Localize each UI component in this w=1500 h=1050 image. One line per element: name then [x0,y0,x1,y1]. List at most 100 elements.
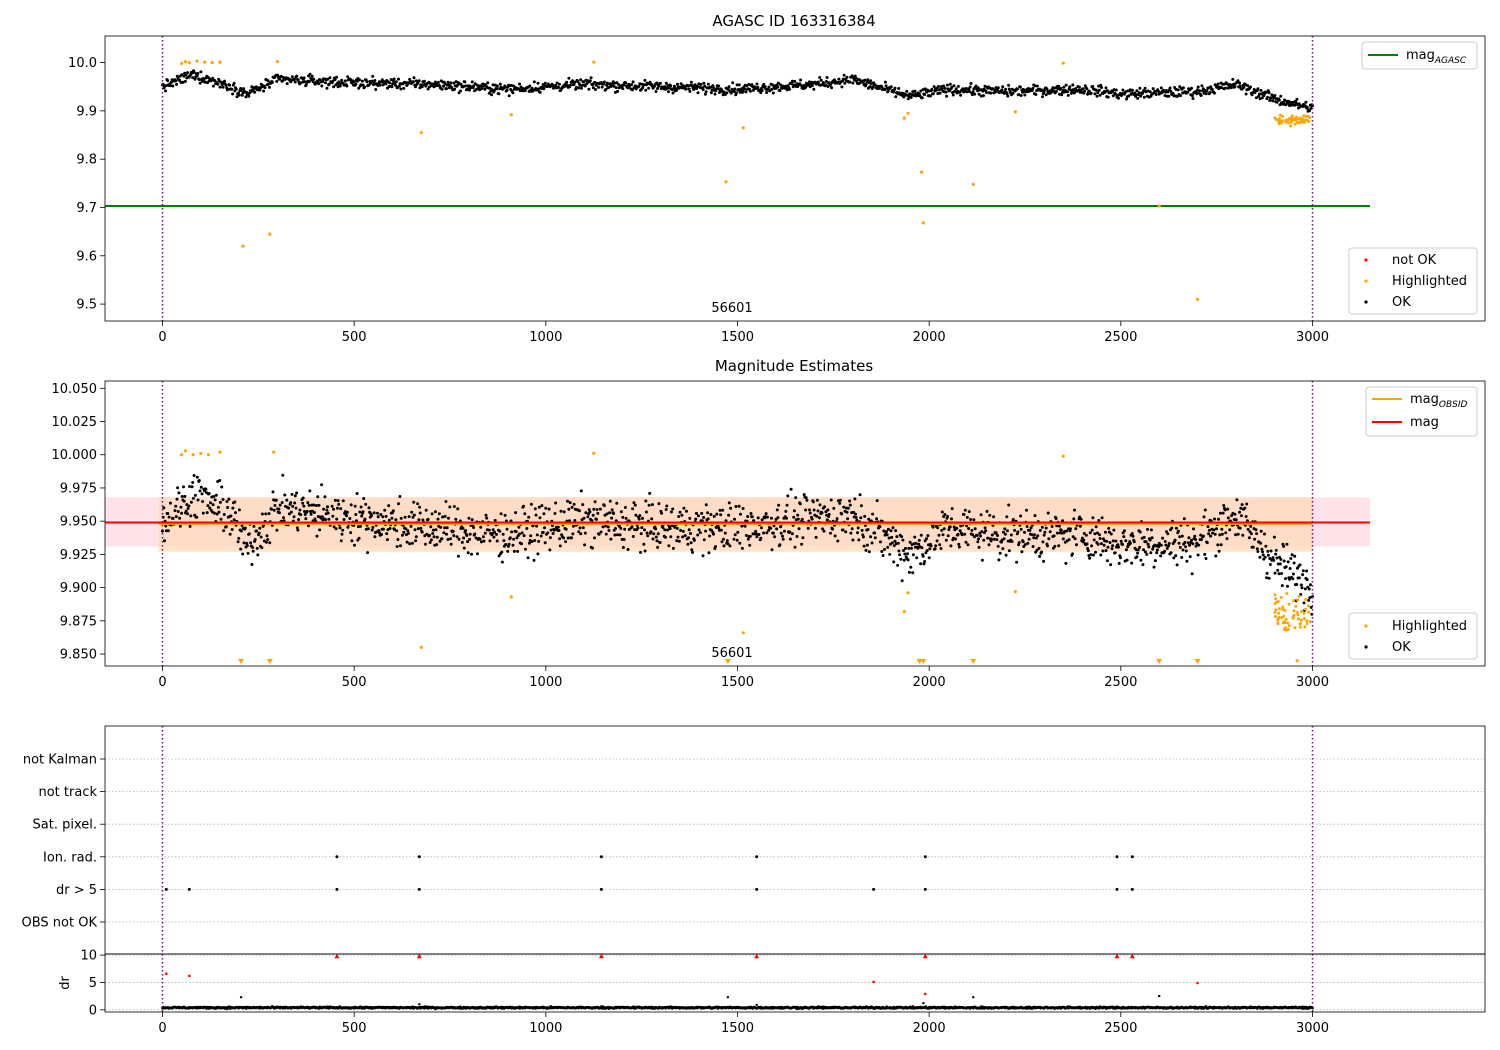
ok-point [621,515,625,519]
ok-point [366,551,370,555]
ok-point [1206,525,1210,529]
ok-point [590,519,594,523]
highlighted-point [724,180,728,184]
ok-point [1185,559,1189,563]
ok-point [681,529,685,533]
ok-point [1181,548,1185,552]
ok-point [1300,586,1304,590]
flag-point [335,855,339,859]
ok-point [699,82,703,86]
ok-point [301,501,305,505]
ok-point [595,508,599,511]
ok-point [1033,514,1037,518]
ok-point [886,527,890,531]
ok-point [1272,96,1276,100]
highlighted-point [741,631,745,635]
ok-point [278,503,282,507]
ok-point [977,537,980,541]
ok-point [757,533,761,536]
ok-point [295,491,299,495]
ok-point [235,95,239,99]
ok-point [589,76,593,80]
highlighted-point [919,170,924,174]
ok-point [1106,545,1110,549]
ok-point [1305,105,1309,109]
ok-point [976,540,980,544]
ok-point [1000,88,1004,92]
ok-point [823,505,827,509]
ok-point [1268,563,1272,566]
ok-point [559,509,563,513]
ok-point [1139,94,1143,98]
ok-point [716,524,720,528]
ok-point [638,514,642,518]
out-of-range-marker [970,659,977,664]
ok-point [880,550,884,553]
ok-point [202,77,206,81]
ok-point [298,508,302,512]
ok-point [588,510,592,514]
ok-point [1244,515,1248,518]
ok-point [435,535,439,539]
ok-point [216,82,220,86]
ok-point [883,80,887,84]
ok-point [621,546,625,549]
ok-point [493,518,497,522]
ok-point [279,74,283,78]
ok-point [654,535,658,539]
ok-point [814,535,818,539]
ok-point [951,93,955,97]
ok-point [778,543,782,547]
ok-point [1246,84,1250,88]
ok-point [607,529,611,532]
ok-point [166,79,170,83]
ok-point [201,511,205,515]
ok-point [781,537,785,541]
ok-point [1261,553,1265,557]
ok-point [675,88,679,92]
ok-point [835,517,839,521]
ok-point [733,533,737,537]
ok-point [353,504,357,508]
ok-point [424,508,428,512]
ok-point [859,516,863,520]
highlighted-point [509,595,513,599]
ok-point [583,543,587,547]
ok-point [970,93,974,97]
ok-point [675,539,679,543]
ok-point [226,87,230,91]
agasc-panel: AGASC ID 163316384 0 500 1000 1500 2000 2500 3… [68,12,1486,345]
ok-point [1109,532,1113,536]
ok-point [439,525,443,529]
ok-point [345,510,349,514]
ok-point [186,507,190,510]
ok-point [580,86,583,90]
ok-point [411,515,415,519]
ok-point [501,532,505,536]
ok-point [533,507,537,511]
ok-point [1007,549,1011,553]
highlighted-point [183,60,188,64]
ok-point [624,81,628,85]
ok-point [1098,537,1102,540]
ok-point [606,525,610,529]
ok-point [1153,559,1157,563]
ok-point [891,526,895,530]
ok-point [371,525,375,529]
ok-point [657,84,661,88]
ok-point [638,82,642,86]
ok-point [855,518,859,522]
highlighted-point [1284,617,1288,621]
ok-point [743,524,747,528]
ok-point [1114,539,1118,543]
ok-point [245,544,249,548]
ok-point [1054,517,1058,520]
ok-point [832,506,836,510]
ok-point [795,535,799,538]
ok-point [234,87,238,91]
ok-point [677,539,681,543]
ok-point [736,530,740,534]
ok-point [175,497,179,501]
ok-point [954,537,957,541]
ok-point [385,538,389,542]
